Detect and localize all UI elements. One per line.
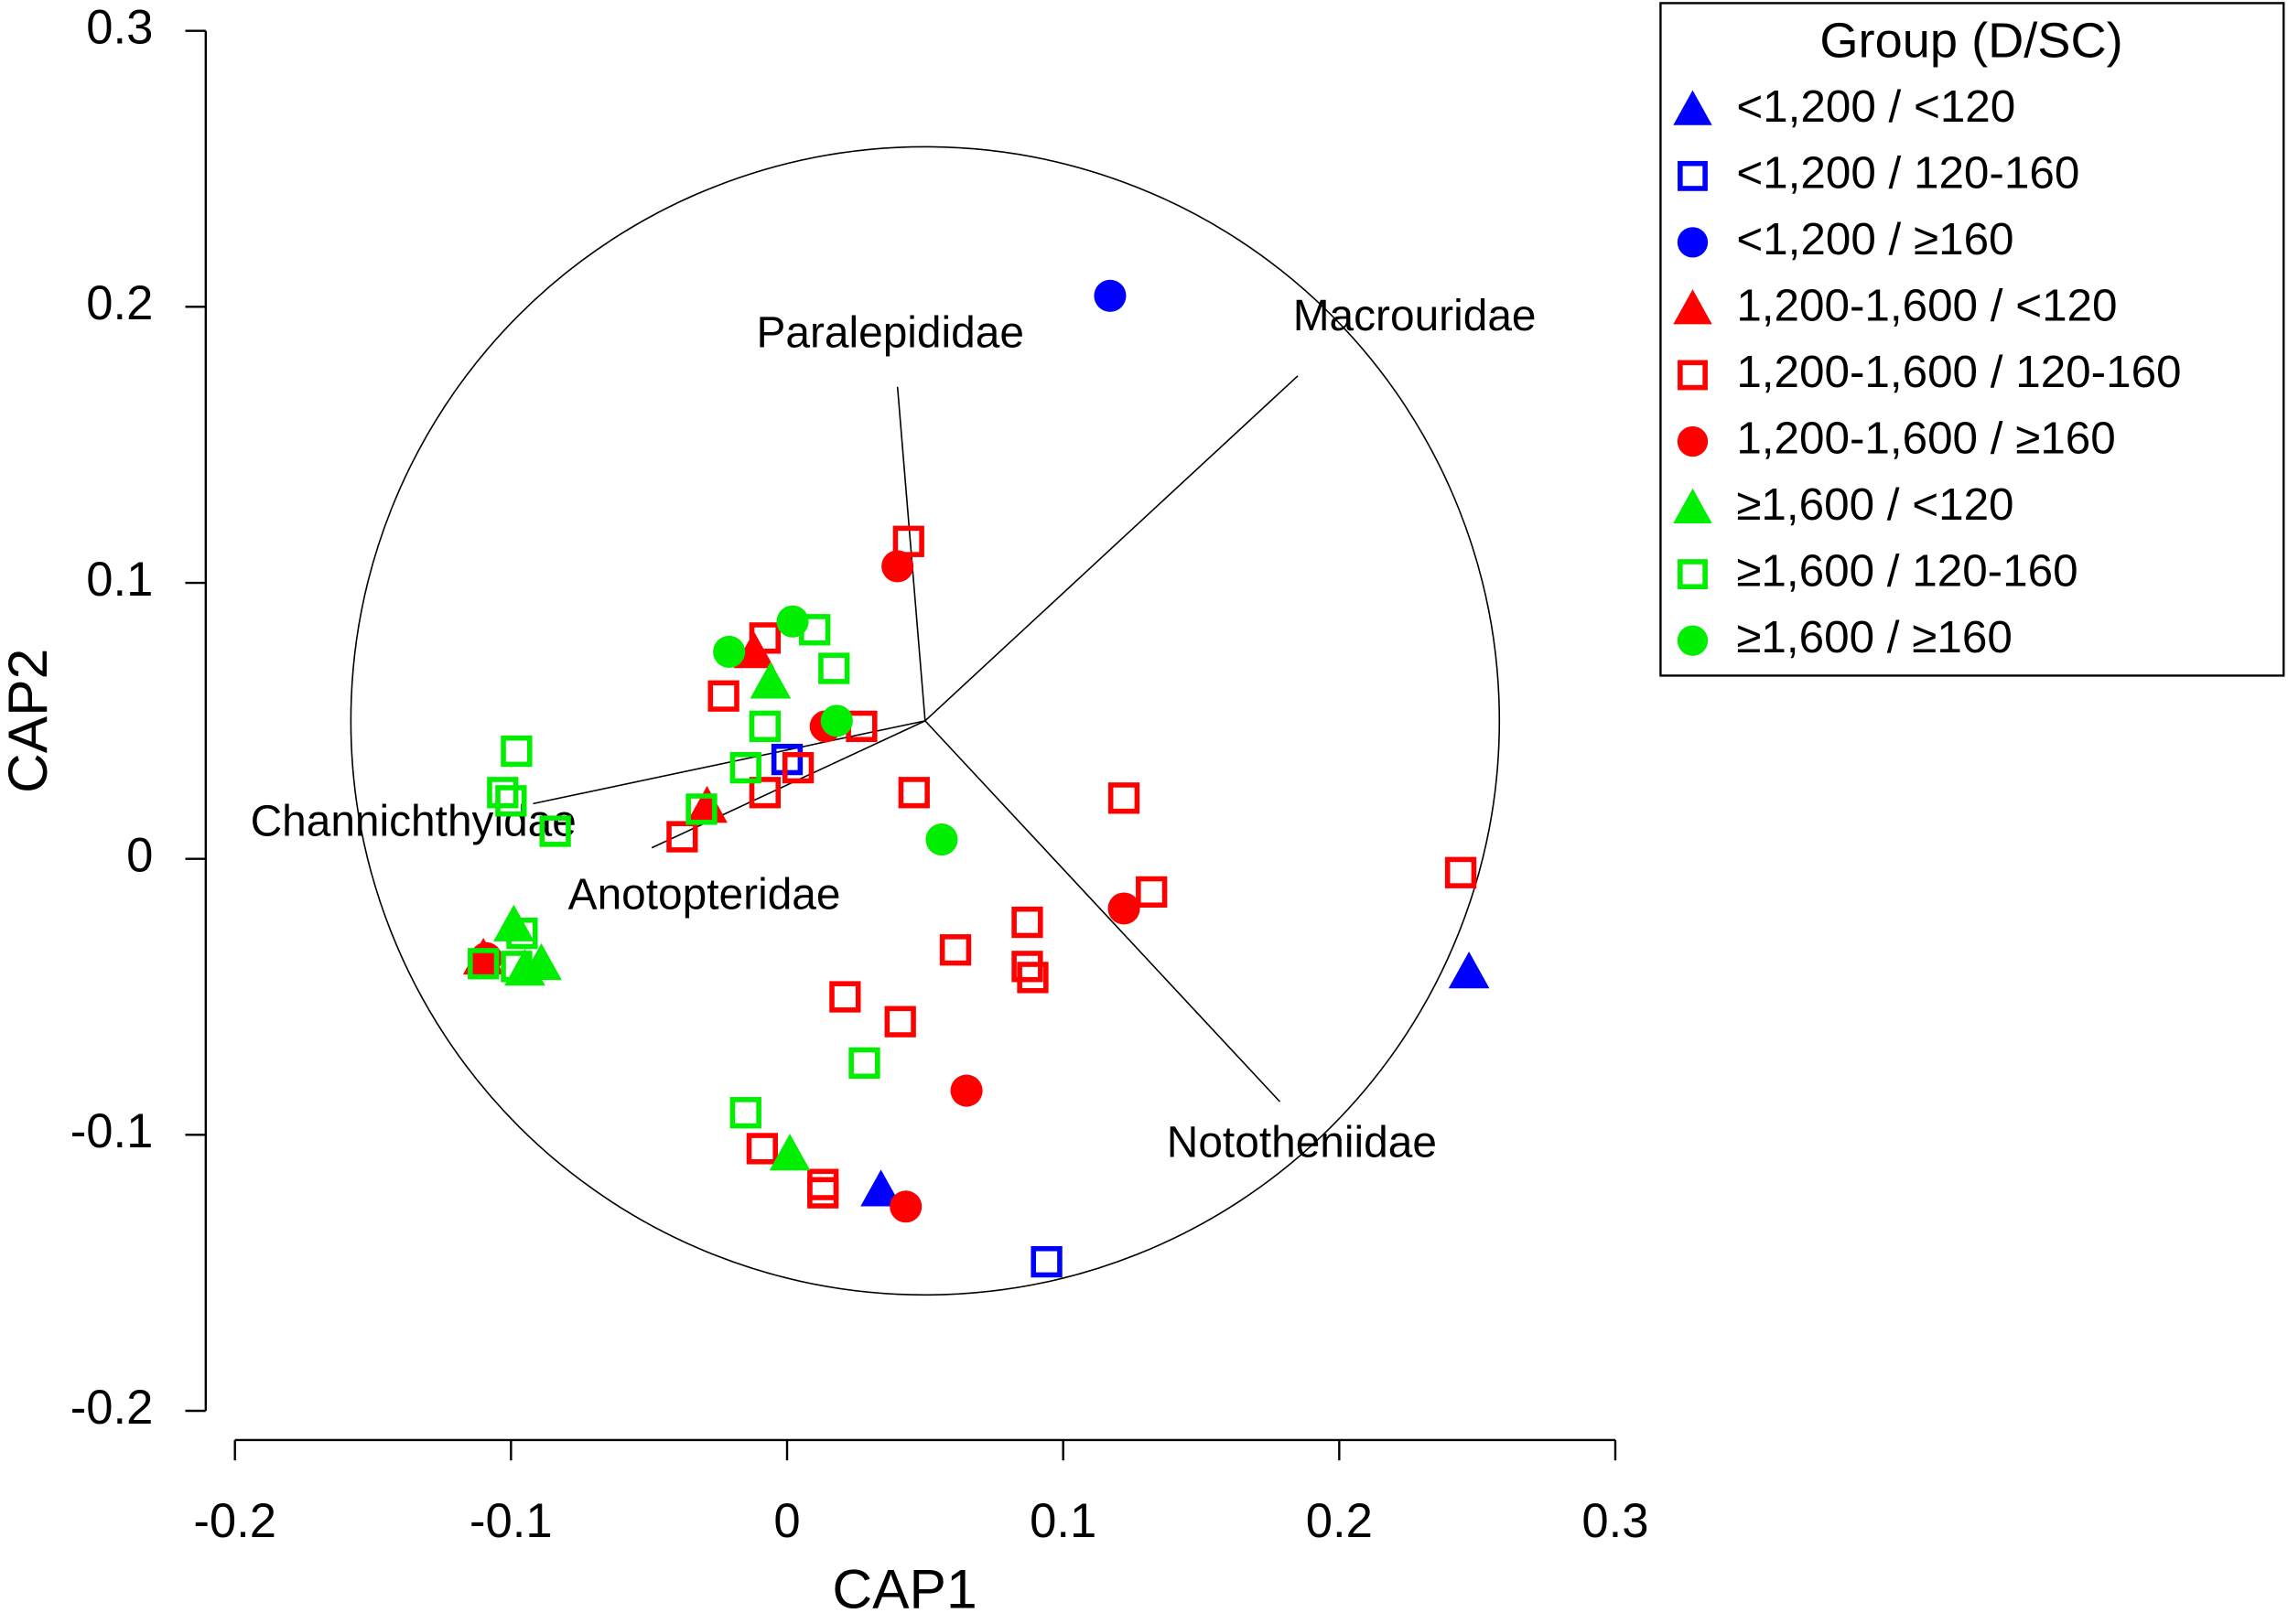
point — [501, 951, 533, 983]
y-axis-title: CAP2 — [0, 649, 59, 793]
legend-label: 1,200-1,600 / <120 — [1736, 280, 2117, 330]
legend-label: ≥1,600 / ≥160 — [1736, 612, 2012, 662]
point — [848, 1047, 880, 1080]
point — [1031, 1245, 1063, 1278]
point — [506, 917, 538, 950]
point — [685, 793, 718, 825]
point — [493, 904, 534, 941]
point — [1107, 782, 1140, 814]
legend-marker — [1678, 559, 1708, 590]
point — [749, 622, 782, 654]
point — [539, 815, 571, 847]
point — [1107, 892, 1140, 925]
legend-label: <1,200 / ≥160 — [1736, 214, 2013, 264]
point — [729, 1097, 761, 1129]
legend-marker — [1678, 360, 1708, 391]
point — [729, 751, 761, 784]
point — [487, 777, 519, 809]
x-tick-label: 0.1 — [1030, 1494, 1096, 1548]
y-tick-label: 0.1 — [86, 553, 153, 607]
x-tick-label: 0.2 — [1306, 1494, 1373, 1548]
vector-label: Nototheniidae — [1167, 1119, 1437, 1167]
legend-marker — [1673, 488, 1712, 524]
legend-marker — [1677, 425, 1709, 457]
point — [666, 821, 698, 853]
point — [749, 777, 782, 809]
point — [925, 823, 958, 856]
point — [829, 981, 861, 1013]
point — [860, 1169, 901, 1207]
y-tick-label: 0.2 — [86, 276, 153, 330]
legend-label: <1,200 / 120-160 — [1736, 147, 2079, 198]
point — [818, 652, 850, 684]
x-tick-label: 0 — [773, 1494, 800, 1548]
point — [746, 1133, 779, 1165]
point — [504, 949, 545, 986]
vector-label: Anotopteridae — [568, 870, 841, 919]
point — [884, 1006, 916, 1038]
point — [769, 1134, 811, 1171]
legend-label: 1,200-1,600 / 120-160 — [1736, 347, 2181, 397]
point — [1136, 876, 1168, 909]
vector — [924, 720, 1281, 1102]
legend-label: ≥1,600 / 120-160 — [1736, 546, 2078, 597]
point — [892, 525, 924, 557]
vector — [533, 720, 926, 805]
point — [468, 948, 500, 980]
point — [807, 1177, 839, 1209]
vector-label: Channichthyidae — [251, 797, 577, 845]
point — [713, 635, 746, 668]
point — [939, 934, 972, 966]
point — [820, 704, 853, 737]
point — [1444, 856, 1477, 888]
point — [881, 550, 914, 583]
x-tick-label: -0.2 — [193, 1494, 276, 1548]
y-tick-label: -0.2 — [70, 1381, 154, 1435]
point — [950, 1074, 983, 1107]
legend-title: Group (D/SC) — [1819, 13, 2122, 68]
legend-marker — [1673, 90, 1712, 125]
legend-marker — [1673, 289, 1712, 325]
legend-marker — [1678, 160, 1708, 191]
point — [1011, 906, 1043, 939]
point — [750, 661, 792, 699]
point — [890, 1190, 923, 1223]
legend-label: ≥1,600 / <120 — [1736, 479, 2013, 530]
point — [1448, 952, 1490, 989]
point — [686, 786, 728, 823]
y-tick-label: 0.3 — [86, 1, 153, 55]
point — [1017, 962, 1049, 994]
x-tick-label: 0.3 — [1581, 1494, 1648, 1548]
point — [501, 735, 533, 768]
y-tick-label: -0.1 — [70, 1104, 154, 1158]
x-axis-title: CAP1 — [832, 1557, 977, 1619]
correlation-circle — [350, 145, 1501, 1296]
point — [495, 785, 527, 817]
vector-label: Paralepididae — [756, 309, 1024, 358]
point — [749, 710, 782, 743]
vector — [924, 375, 1299, 722]
legend-box — [1659, 2, 2285, 677]
point — [707, 680, 739, 712]
point — [782, 751, 815, 784]
point — [898, 777, 930, 809]
x-tick-label: -0.1 — [469, 1494, 553, 1548]
legend-label: 1,200-1,600 / ≥160 — [1736, 414, 2115, 464]
y-tick-label: 0 — [126, 829, 153, 883]
vector-label: Macrouridae — [1293, 292, 1537, 340]
point — [776, 605, 809, 638]
legend-label: <1,200 / <120 — [1736, 81, 2015, 132]
point — [807, 1168, 839, 1200]
legend-marker — [1677, 227, 1709, 258]
legend-marker — [1677, 625, 1709, 656]
point — [1094, 279, 1127, 312]
